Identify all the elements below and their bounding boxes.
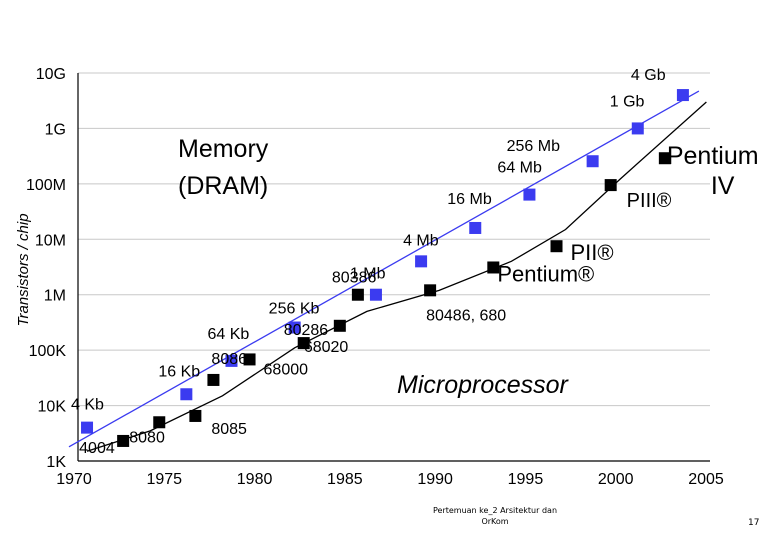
cpu-point-1 <box>153 416 166 429</box>
data-labels: 4 Kb 16 Kb 64 Kb 256 Kb 1 Mb 4 Mb 16 Mb 64 Mb 25… <box>71 67 759 457</box>
cpu-point-11 <box>604 179 617 192</box>
cpu-point-6 <box>333 319 346 332</box>
x-tick-label: 1995 <box>508 471 544 488</box>
page-number: 17 <box>748 518 760 528</box>
y-tick-label: 100K <box>29 343 67 360</box>
cpu-label-11: PIII® <box>627 190 672 212</box>
cpu-label-4: 68000 <box>264 361 309 378</box>
annotation-microprocessor: Microprocessor <box>397 371 570 399</box>
dram-point-10 <box>676 89 689 102</box>
cpu-label-0: 4004 <box>79 440 115 457</box>
cpu-point-9 <box>487 261 500 274</box>
y-tick-label: 10G <box>36 66 66 83</box>
dram-label-6: 16 Mb <box>447 191 492 208</box>
y-tick-label: 1G <box>45 121 66 138</box>
slide-footer: Pertemuan ke_2 Arsitektur dan OrKom <box>400 505 590 527</box>
microprocessor-trend-line <box>86 101 707 452</box>
dram-point-2 <box>225 354 238 367</box>
x-tick-label: 2000 <box>598 471 634 488</box>
dram-point-6 <box>469 221 482 234</box>
dram-point-1 <box>180 388 193 401</box>
y-tick-label: 1M <box>44 288 66 305</box>
y-tick-label: 100M <box>26 177 66 194</box>
grid <box>78 72 710 462</box>
y-tick-label: 10M <box>35 232 66 249</box>
y-axis-label: Transistors / chip <box>15 213 32 326</box>
dram-label-4: 1 Mb <box>350 266 386 283</box>
annotation-memory: Memory <box>178 135 269 163</box>
axes: 1K 10K 100K 1M 10M 100M 1G 10G 1970 1975 1980 1985 1… <box>26 66 724 488</box>
cpu-label-10: PII® <box>571 240 614 265</box>
cpu-point-2 <box>189 409 202 422</box>
data-points <box>81 89 689 447</box>
cpu-point-5 <box>297 337 310 350</box>
cpu-label-2: 8085 <box>211 421 247 438</box>
dram-label-5: 4 Mb <box>403 232 439 249</box>
x-tick-label: 1975 <box>146 471 182 488</box>
y-tick-label: 10K <box>38 399 67 416</box>
dram-point-8 <box>586 155 599 168</box>
cpu-label-1: 8080 <box>129 429 165 446</box>
dram-point-3 <box>288 321 301 334</box>
dram-point-7 <box>523 188 536 201</box>
cpu-label-6: 68020 <box>304 339 349 356</box>
cpu-label-5: 80286 <box>284 322 329 339</box>
y-tick-label: 1K <box>46 454 66 471</box>
cpu-point-3 <box>207 373 220 386</box>
x-tick-label: 1985 <box>327 471 363 488</box>
dram-point-0 <box>81 421 94 434</box>
dram-label-10: 4 Gb <box>631 67 666 84</box>
cpu-point-12 <box>658 152 671 165</box>
cpu-label-9: Pentium® <box>497 261 594 286</box>
cpu-point-7 <box>351 288 364 301</box>
x-tick-label: 2005 <box>688 471 724 488</box>
dram-label-3: 256 Kb <box>269 301 320 318</box>
dram-label-1: 16 Kb <box>158 363 200 380</box>
dram-point-4 <box>369 288 382 301</box>
memory-trend-line <box>68 90 700 448</box>
footer-line-1: Pertemuan ke_2 Arsitektur dan <box>432 506 558 515</box>
x-tick-label: 1970 <box>56 471 92 488</box>
dram-point-9 <box>631 122 644 135</box>
cpu-label-pentium-part: Pentium <box>667 142 759 170</box>
cpu-label-7: 80386 <box>332 270 377 287</box>
annotation-dram: (DRAM) <box>178 172 268 200</box>
trend-lines <box>68 90 707 452</box>
cpu-label-iv-part: IV <box>711 172 735 200</box>
cpu-point-0 <box>117 434 130 447</box>
cpu-label-12: Pentium IV <box>667 142 759 200</box>
cpu-point-10 <box>550 240 563 253</box>
x-tick-label: 1980 <box>237 471 273 488</box>
cpu-label-8: 80486, 680 <box>426 307 506 324</box>
dram-label-2: 64 Kb <box>207 326 249 343</box>
dram-label-9: 1 Gb <box>610 93 645 110</box>
x-tick-label: 1990 <box>417 471 453 488</box>
dram-point-5 <box>415 255 428 268</box>
dram-label-7: 64 Mb <box>497 160 542 177</box>
cpu-point-4 <box>243 353 256 366</box>
footer-line-2: OrKom <box>481 517 509 526</box>
cpu-label-3: 8086 <box>211 351 247 368</box>
cpu-point-8 <box>424 284 437 297</box>
dram-label-8: 256 Mb <box>507 138 560 155</box>
dram-label-0: 4 Kb <box>71 397 104 414</box>
